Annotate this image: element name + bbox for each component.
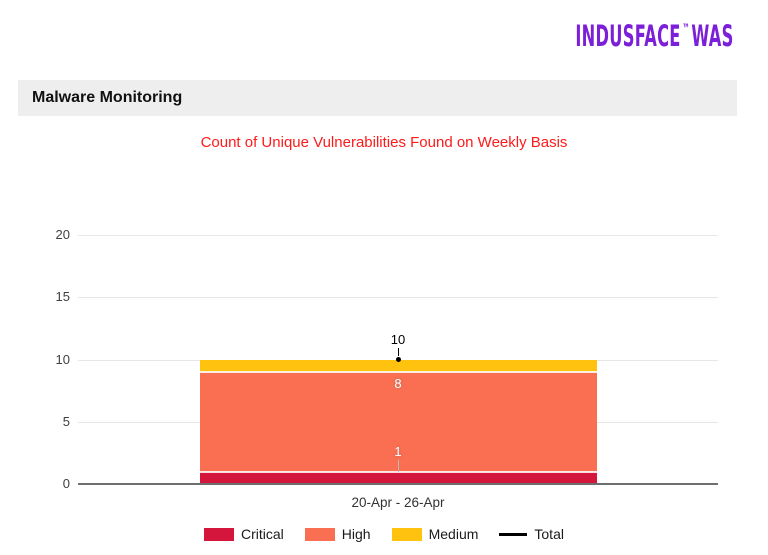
legend-label-high: High	[341, 526, 371, 542]
grid-line	[78, 297, 718, 299]
grid-line	[78, 235, 718, 236]
total-label-leader-line	[398, 347, 399, 356]
legend-item-high: High	[304, 526, 371, 542]
legend-item-medium: Medium	[391, 526, 479, 542]
y-axis-tick-label: 10	[55, 351, 70, 367]
legend-label-total: Total	[534, 526, 564, 542]
bar-segment-high	[199, 371, 597, 472]
x-axis-line	[78, 483, 718, 485]
segment-label-high: 8	[394, 375, 402, 391]
section-header-bar: Malware Monitoring	[18, 80, 737, 116]
legend-item-total: Total	[499, 526, 564, 542]
legend-label-critical: Critical	[241, 526, 284, 542]
logo-brand-text: INDUSFACE	[575, 19, 682, 53]
legend-swatch-high	[304, 527, 335, 541]
legend-swatch-critical	[204, 527, 235, 541]
chart-title: Count of Unique Vulnerabilities Found on…	[200, 134, 568, 151]
total-value-label: 10	[390, 331, 406, 347]
y-axis-tick-label: 15	[55, 289, 70, 305]
legend-item-critical: Critical	[204, 526, 284, 542]
trademark-symbol: ™	[682, 22, 691, 37]
y-axis-tick-label: 5	[62, 413, 70, 429]
x-axis-category-label: 20-Apr - 26-Apr	[351, 495, 445, 510]
segment-separator	[199, 370, 597, 373]
legend-label-medium: Medium	[428, 526, 479, 542]
logo-product-text: WAS	[691, 19, 734, 53]
segment-label-leader-line	[398, 459, 399, 472]
section-title: Malware Monitoring	[32, 89, 183, 106]
bar-segment-medium	[199, 359, 597, 372]
bar-segment-critical	[199, 471, 597, 484]
y-axis-tick-label: 20	[55, 227, 70, 242]
legend-swatch-total	[499, 532, 528, 536]
indusface-was-logo: INDUSFACE ™WAS	[576, 22, 734, 57]
total-marker-dot	[396, 356, 401, 362]
y-axis-tick-label: 0	[62, 476, 70, 491]
segment-label-critical: 1	[394, 443, 402, 459]
chart-legend: Critical High Medium Total	[16, 526, 752, 542]
segment-separator	[199, 470, 597, 473]
legend-swatch-medium	[391, 527, 422, 541]
